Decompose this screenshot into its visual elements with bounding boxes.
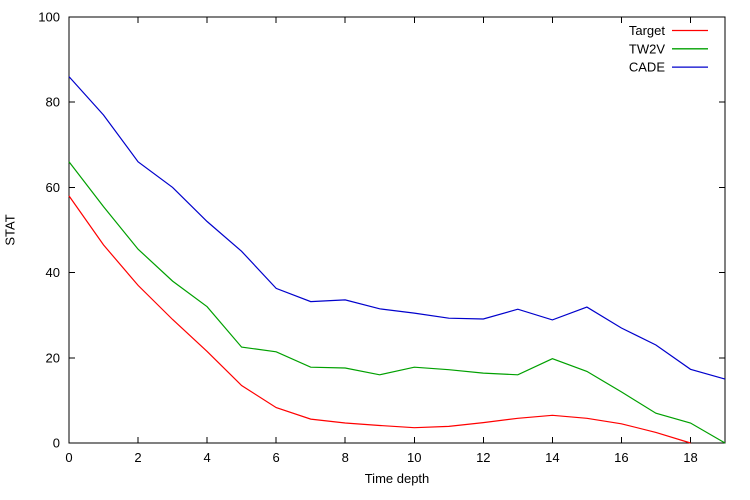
x-tick-label: 8 [342,450,349,465]
plot-border [68,16,726,444]
y-tick-label: 60 [46,180,60,195]
legend-label-tw2v: TW2V [629,41,665,56]
x-tick-label: 10 [407,450,421,465]
x-tick-label: 0 [65,450,72,465]
y-tick-label: 80 [46,95,60,110]
x-tick-label: 14 [545,450,559,465]
x-tick-label: 12 [476,450,490,465]
legend-label-target: Target [629,23,666,38]
series-line-cade [68,76,726,380]
x-tick-label: 2 [134,450,141,465]
legend-label-cade: CADE [629,60,665,75]
y-tick-label: 40 [46,265,60,280]
y-tick-label: 0 [53,436,60,451]
x-tick-label: 6 [273,450,280,465]
y-axis-title: STAT [2,214,18,246]
x-axis-title: Time depth [364,471,430,486]
y-tick-label: 100 [38,10,60,25]
x-tick-label: 16 [614,450,628,465]
series-line-target [68,195,691,444]
series-line-tw2v [68,161,726,444]
y-tick-label: 20 [46,350,60,365]
x-tick-label: 18 [683,450,697,465]
x-tick-label: 4 [203,450,210,465]
